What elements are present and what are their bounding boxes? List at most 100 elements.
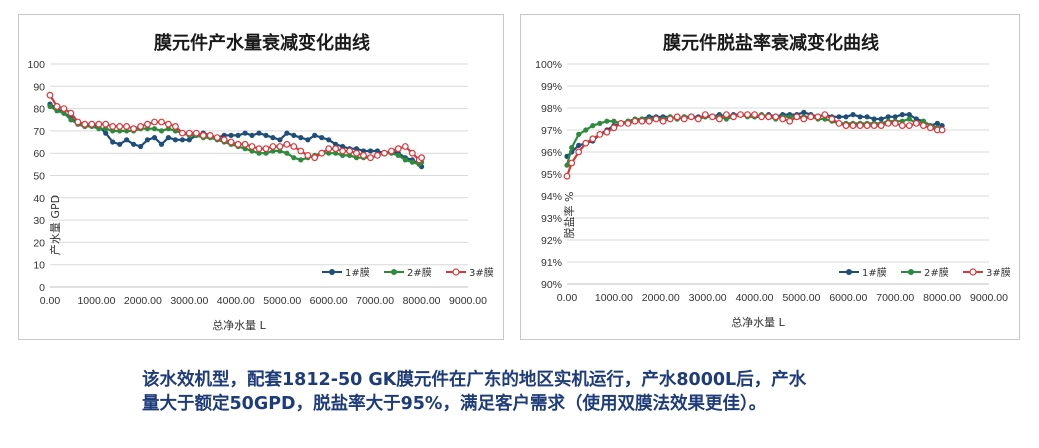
- data-point: [138, 143, 144, 150]
- data-point: [611, 118, 617, 124]
- data-point: [263, 132, 269, 138]
- data-point: [291, 132, 297, 138]
- y-tick-label: 30: [33, 215, 45, 227]
- data-point: [255, 145, 263, 153]
- data-point: [569, 145, 575, 151]
- data-point: [235, 132, 241, 138]
- data-point: [708, 113, 716, 121]
- data-point: [158, 118, 165, 126]
- y-axis-title: 产水量 GPD: [48, 195, 62, 255]
- data-point: [597, 120, 603, 126]
- data-point: [263, 150, 269, 156]
- data-point: [304, 151, 312, 159]
- data-point: [409, 159, 415, 165]
- x-tick-label: 4000.00: [217, 295, 255, 307]
- data-point: [144, 120, 151, 128]
- data-point: [912, 119, 920, 127]
- data-point: [248, 143, 256, 150]
- data-point: [758, 113, 766, 121]
- data-point: [568, 159, 576, 167]
- data-point: [590, 123, 596, 129]
- y-tick-label: 60: [33, 148, 45, 160]
- data-point: [353, 149, 360, 157]
- data-point: [228, 132, 234, 138]
- x-tick-label: 2000.00: [642, 292, 680, 304]
- data-point: [402, 157, 408, 163]
- data-point: [312, 132, 318, 138]
- x-axis-title: 总净水量 L: [731, 315, 785, 329]
- data-point: [206, 131, 214, 139]
- legend-label: 3#膜: [469, 267, 494, 279]
- x-axis-title: 总净水量 L: [212, 318, 266, 332]
- data-point: [673, 113, 681, 121]
- data-point: [835, 119, 843, 127]
- data-point: [652, 115, 660, 123]
- data-point: [297, 147, 305, 155]
- y-tick-label: 96%: [541, 147, 562, 159]
- y-tick-label: 0: [39, 282, 45, 294]
- y-tick-label: 100%: [535, 59, 562, 71]
- data-point: [179, 137, 185, 143]
- data-point: [117, 128, 123, 134]
- data-point: [109, 122, 117, 130]
- chart-panel-salt-rejection: 膜元件脱盐率衰减变化曲线 90% 91% 92% 93% 94% 95% 96% 97% 98% 9…: [520, 14, 1020, 340]
- data-point: [418, 154, 426, 162]
- data-point: [575, 148, 583, 156]
- data-point: [856, 122, 864, 129]
- legend-label: 2#膜: [924, 267, 949, 279]
- caption-line-1: 该水效机型，配套1812-50 GK膜元件在广东的地区实机运行，产水8000L后…: [142, 370, 807, 390]
- data-point: [172, 128, 178, 134]
- data-point: [137, 122, 144, 130]
- data-point: [123, 122, 130, 130]
- legend-label: 1#膜: [862, 267, 887, 279]
- data-point: [779, 115, 787, 123]
- data-point: [617, 119, 625, 127]
- data-point: [333, 150, 339, 156]
- x-tick-label: 9000.00: [970, 292, 1008, 304]
- data-point: [395, 152, 401, 158]
- data-point: [849, 122, 857, 129]
- legend-label: 1#膜: [345, 267, 370, 279]
- data-point: [340, 143, 346, 150]
- data-point: [276, 143, 284, 150]
- data-point: [927, 124, 934, 132]
- data-point: [737, 111, 744, 118]
- y-tick-label: 20: [33, 237, 45, 249]
- data-point: [353, 155, 360, 161]
- y-tick-label: 10: [33, 260, 45, 272]
- y-tick-label: 70: [33, 126, 45, 138]
- data-point: [765, 113, 773, 121]
- data-point: [388, 147, 395, 155]
- data-point: [751, 111, 759, 118]
- data-point: [687, 113, 695, 121]
- x-tick-label: 0.00: [557, 292, 578, 304]
- legend-marker: [391, 269, 397, 275]
- data-point: [603, 128, 611, 136]
- caption-text: 该水效机型，配套1812-50 GK膜元件在广东的地区实机运行，产水8000L后…: [142, 368, 1022, 416]
- data-point: [843, 114, 849, 120]
- data-point: [638, 117, 646, 125]
- data-point: [249, 148, 255, 154]
- data-point: [213, 134, 221, 141]
- data-point: [144, 137, 151, 143]
- salt-rejection-chart: 膜元件脱盐率衰减变化曲线 90% 91% 92% 93% 94% 95% 96% 97% 98% 9…: [535, 32, 1011, 329]
- data-point: [589, 135, 597, 143]
- data-point: [234, 140, 242, 148]
- data-point: [68, 117, 74, 123]
- data-point: [47, 103, 53, 109]
- data-point: [110, 128, 116, 134]
- data-point: [256, 150, 262, 156]
- data-point: [144, 126, 151, 132]
- data-point: [906, 116, 912, 122]
- caption-line-2: 量大于额定50GPD，脱盐率大于95%，满足客户需求（使用双膜法效果更佳）。: [142, 394, 767, 414]
- data-point: [88, 120, 96, 128]
- data-point: [374, 151, 381, 159]
- data-point: [46, 91, 54, 99]
- data-point: [680, 115, 688, 123]
- data-point: [171, 122, 179, 130]
- data-point: [116, 122, 124, 130]
- data-point: [117, 141, 123, 147]
- data-point: [283, 140, 291, 148]
- data-point: [220, 136, 228, 144]
- data-point: [151, 135, 158, 141]
